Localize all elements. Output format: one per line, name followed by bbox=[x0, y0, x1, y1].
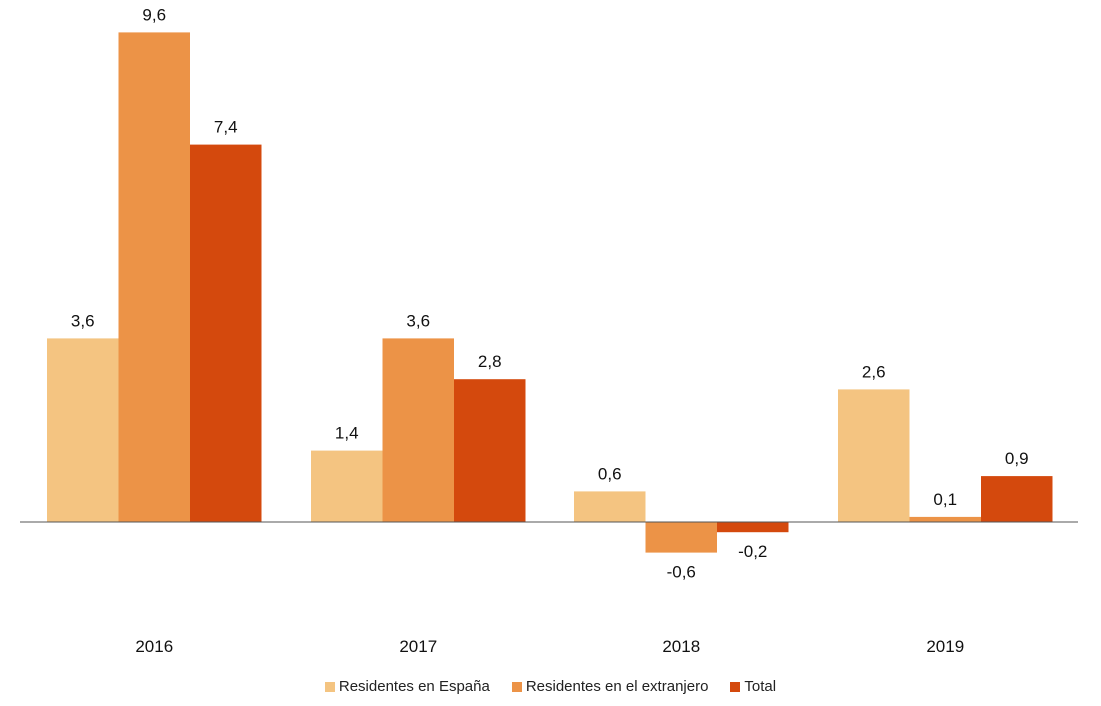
x-tick-label-2016: 2016 bbox=[135, 637, 173, 656]
legend-swatch bbox=[511, 681, 522, 692]
legend-item-residentes-extranjero: Residentes en el extranjero bbox=[511, 678, 709, 695]
bar-2016-series-1 bbox=[118, 32, 190, 523]
bar-2016-series-2 bbox=[190, 144, 262, 522]
data-label-2019-series-2: 0,9 bbox=[1005, 449, 1029, 468]
bar-2019-series-0 bbox=[838, 389, 910, 522]
bar-chart: 3,6 9,6 7,4 2016 1,4 3,6 2,8 2017 0,6 -0,6 -0,2 201… bbox=[20, 5, 1078, 656]
legend: Residentes en España Residentes en el ex… bbox=[0, 678, 1101, 695]
data-label-2019-series-1: 0,1 bbox=[933, 490, 957, 509]
bar-2019-series-1 bbox=[909, 516, 981, 522]
data-label-2016-series-1: 9,6 bbox=[142, 5, 166, 24]
x-tick-label-2017: 2017 bbox=[399, 637, 437, 656]
x-tick-label-2018: 2018 bbox=[662, 637, 700, 656]
data-label-2018-series-2: -0,2 bbox=[738, 542, 767, 561]
legend-swatch bbox=[730, 681, 741, 692]
legend-item-residentes-espana: Residentes en España bbox=[324, 678, 490, 695]
legend-item-total: Total bbox=[730, 678, 776, 695]
data-label-2019-series-0: 2,6 bbox=[862, 362, 886, 381]
bar-2017-series-2 bbox=[454, 379, 526, 522]
data-label-2016-series-0: 3,6 bbox=[71, 311, 95, 330]
bar-2018-series-1 bbox=[645, 522, 717, 553]
data-label-2017-series-2: 2,8 bbox=[478, 352, 502, 371]
data-label-2017-series-0: 1,4 bbox=[335, 424, 359, 443]
data-label-2018-series-0: 0,6 bbox=[598, 464, 622, 483]
bar-2018-series-0 bbox=[574, 491, 646, 522]
bar-2019-series-2 bbox=[981, 476, 1053, 522]
legend-swatch bbox=[324, 681, 335, 692]
legend-label: Residentes en el extranjero bbox=[525, 678, 709, 695]
data-label-2017-series-1: 3,6 bbox=[406, 311, 430, 330]
legend-label: Total bbox=[744, 678, 777, 695]
bar-2018-series-2 bbox=[717, 522, 789, 533]
data-label-2016-series-2: 7,4 bbox=[214, 118, 238, 137]
data-label-2018-series-1: -0,6 bbox=[667, 563, 696, 582]
x-tick-label-2019: 2019 bbox=[926, 637, 964, 656]
bar-2017-series-1 bbox=[382, 338, 454, 522]
bar-2016-series-0 bbox=[47, 338, 119, 522]
legend-label: Residentes en España bbox=[338, 678, 490, 695]
bar-2017-series-0 bbox=[311, 450, 383, 522]
